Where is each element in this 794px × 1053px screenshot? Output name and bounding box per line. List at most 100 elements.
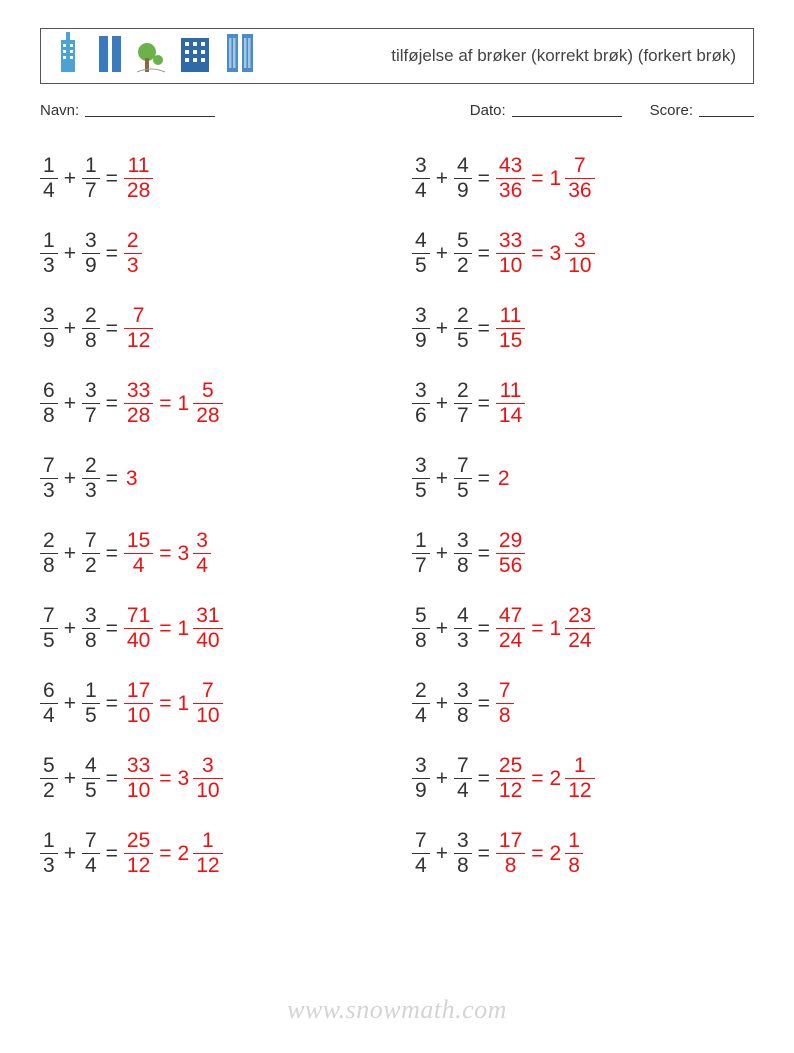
date-blank[interactable]	[512, 102, 622, 117]
problem-row: 28+72=154=334	[40, 516, 382, 591]
mixed-number: 2112	[178, 830, 223, 877]
fraction: 178	[496, 830, 525, 877]
plus-sign: +	[430, 167, 454, 191]
equals-sign: =	[472, 167, 496, 191]
plus-sign: +	[430, 392, 454, 416]
fraction: 2324	[565, 605, 594, 652]
fraction: 52	[454, 230, 472, 277]
fraction: 310	[565, 230, 594, 277]
plus-sign: +	[58, 767, 82, 791]
mixed-number: 2112	[550, 755, 595, 802]
building-icon	[135, 30, 167, 79]
equals-sign: =	[472, 617, 496, 641]
fraction: 72	[82, 530, 100, 577]
fraction: 1128	[124, 155, 153, 202]
problem-row: 13+74=2512=2112	[40, 816, 382, 891]
header: tilføjelse af brøker (korrekt brøk) (for…	[40, 28, 754, 84]
fraction: 1710	[124, 680, 153, 727]
mixed-number: 1528	[178, 380, 223, 427]
fraction: 24	[412, 680, 430, 727]
fraction: 17	[82, 155, 100, 202]
fraction: 74	[82, 830, 100, 877]
equals-sign: =	[153, 392, 177, 416]
fraction: 28	[82, 305, 100, 352]
fraction: 45	[412, 230, 430, 277]
plus-sign: +	[430, 317, 454, 341]
plus-sign: +	[58, 842, 82, 866]
fraction: 39	[40, 305, 58, 352]
fraction: 3140	[193, 605, 222, 652]
equals-sign: =	[100, 542, 124, 566]
plus-sign: +	[430, 842, 454, 866]
fraction: 23	[82, 455, 100, 502]
mixed-number: 334	[178, 530, 211, 577]
fraction: 2512	[496, 755, 525, 802]
fraction: 1114	[496, 380, 525, 427]
problem-row: 24+38=78	[412, 666, 754, 741]
integer-answer: 3	[124, 467, 140, 491]
fraction: 17	[412, 530, 430, 577]
fraction: 38	[454, 830, 472, 877]
fraction: 34	[193, 530, 211, 577]
plus-sign: +	[430, 242, 454, 266]
mixed-number: 12324	[550, 605, 595, 652]
fraction: 112	[565, 755, 594, 802]
equals-sign: =	[100, 842, 124, 866]
fraction: 7140	[124, 605, 153, 652]
problem-row: 34+49=4336=1736	[412, 141, 754, 216]
equals-sign: =	[153, 542, 177, 566]
fraction: 712	[124, 305, 153, 352]
fraction: 75	[454, 455, 472, 502]
equals-sign: =	[472, 392, 496, 416]
mixed-number: 1710	[178, 680, 223, 727]
problems: 14+17=112813+39=2339+28=71268+37=3328=15…	[40, 141, 754, 891]
problem-row: 64+15=1710=1710	[40, 666, 382, 741]
mixed-number: 13140	[178, 605, 223, 652]
equals-sign: =	[525, 242, 549, 266]
fraction: 39	[412, 305, 430, 352]
problem-row: 45+52=3310=3310	[412, 216, 754, 291]
fraction: 28	[40, 530, 58, 577]
fraction: 43	[454, 605, 472, 652]
plus-sign: +	[58, 467, 82, 491]
building-icon	[95, 30, 125, 79]
equals-sign: =	[472, 242, 496, 266]
integer-answer: 2	[496, 467, 512, 491]
equals-sign: =	[100, 392, 124, 416]
score-blank[interactable]	[699, 102, 754, 117]
fraction: 1115	[496, 305, 525, 352]
fraction: 39	[412, 755, 430, 802]
problem-row: 39+74=2512=2112	[412, 741, 754, 816]
fraction: 73	[40, 455, 58, 502]
plus-sign: +	[430, 617, 454, 641]
name-blank[interactable]	[85, 102, 215, 117]
equals-sign: =	[100, 242, 124, 266]
mixed-number: 3310	[550, 230, 595, 277]
mixed-number: 218	[550, 830, 583, 877]
fraction: 2956	[496, 530, 525, 577]
problem-row: 68+37=3328=1528	[40, 366, 382, 441]
fraction: 38	[82, 605, 100, 652]
fraction: 58	[412, 605, 430, 652]
fraction: 4724	[496, 605, 525, 652]
fraction: 68	[40, 380, 58, 427]
equals-sign: =	[525, 167, 549, 191]
column-left: 14+17=112813+39=2339+28=71268+37=3328=15…	[40, 141, 382, 891]
equals-sign: =	[100, 692, 124, 716]
fraction: 27	[454, 380, 472, 427]
fraction: 38	[454, 680, 472, 727]
building-icon	[223, 30, 257, 79]
plus-sign: +	[430, 542, 454, 566]
problem-row: 14+17=1128	[40, 141, 382, 216]
fraction: 39	[82, 230, 100, 277]
fraction: 23	[124, 230, 142, 277]
problem-row: 74+38=178=218	[412, 816, 754, 891]
fraction: 2512	[124, 830, 153, 877]
equals-sign: =	[472, 767, 496, 791]
equals-sign: =	[153, 842, 177, 866]
plus-sign: +	[430, 692, 454, 716]
problem-row: 52+45=3310=3310	[40, 741, 382, 816]
fraction: 64	[40, 680, 58, 727]
fraction: 13	[40, 230, 58, 277]
date-label: Dato:	[470, 102, 506, 119]
